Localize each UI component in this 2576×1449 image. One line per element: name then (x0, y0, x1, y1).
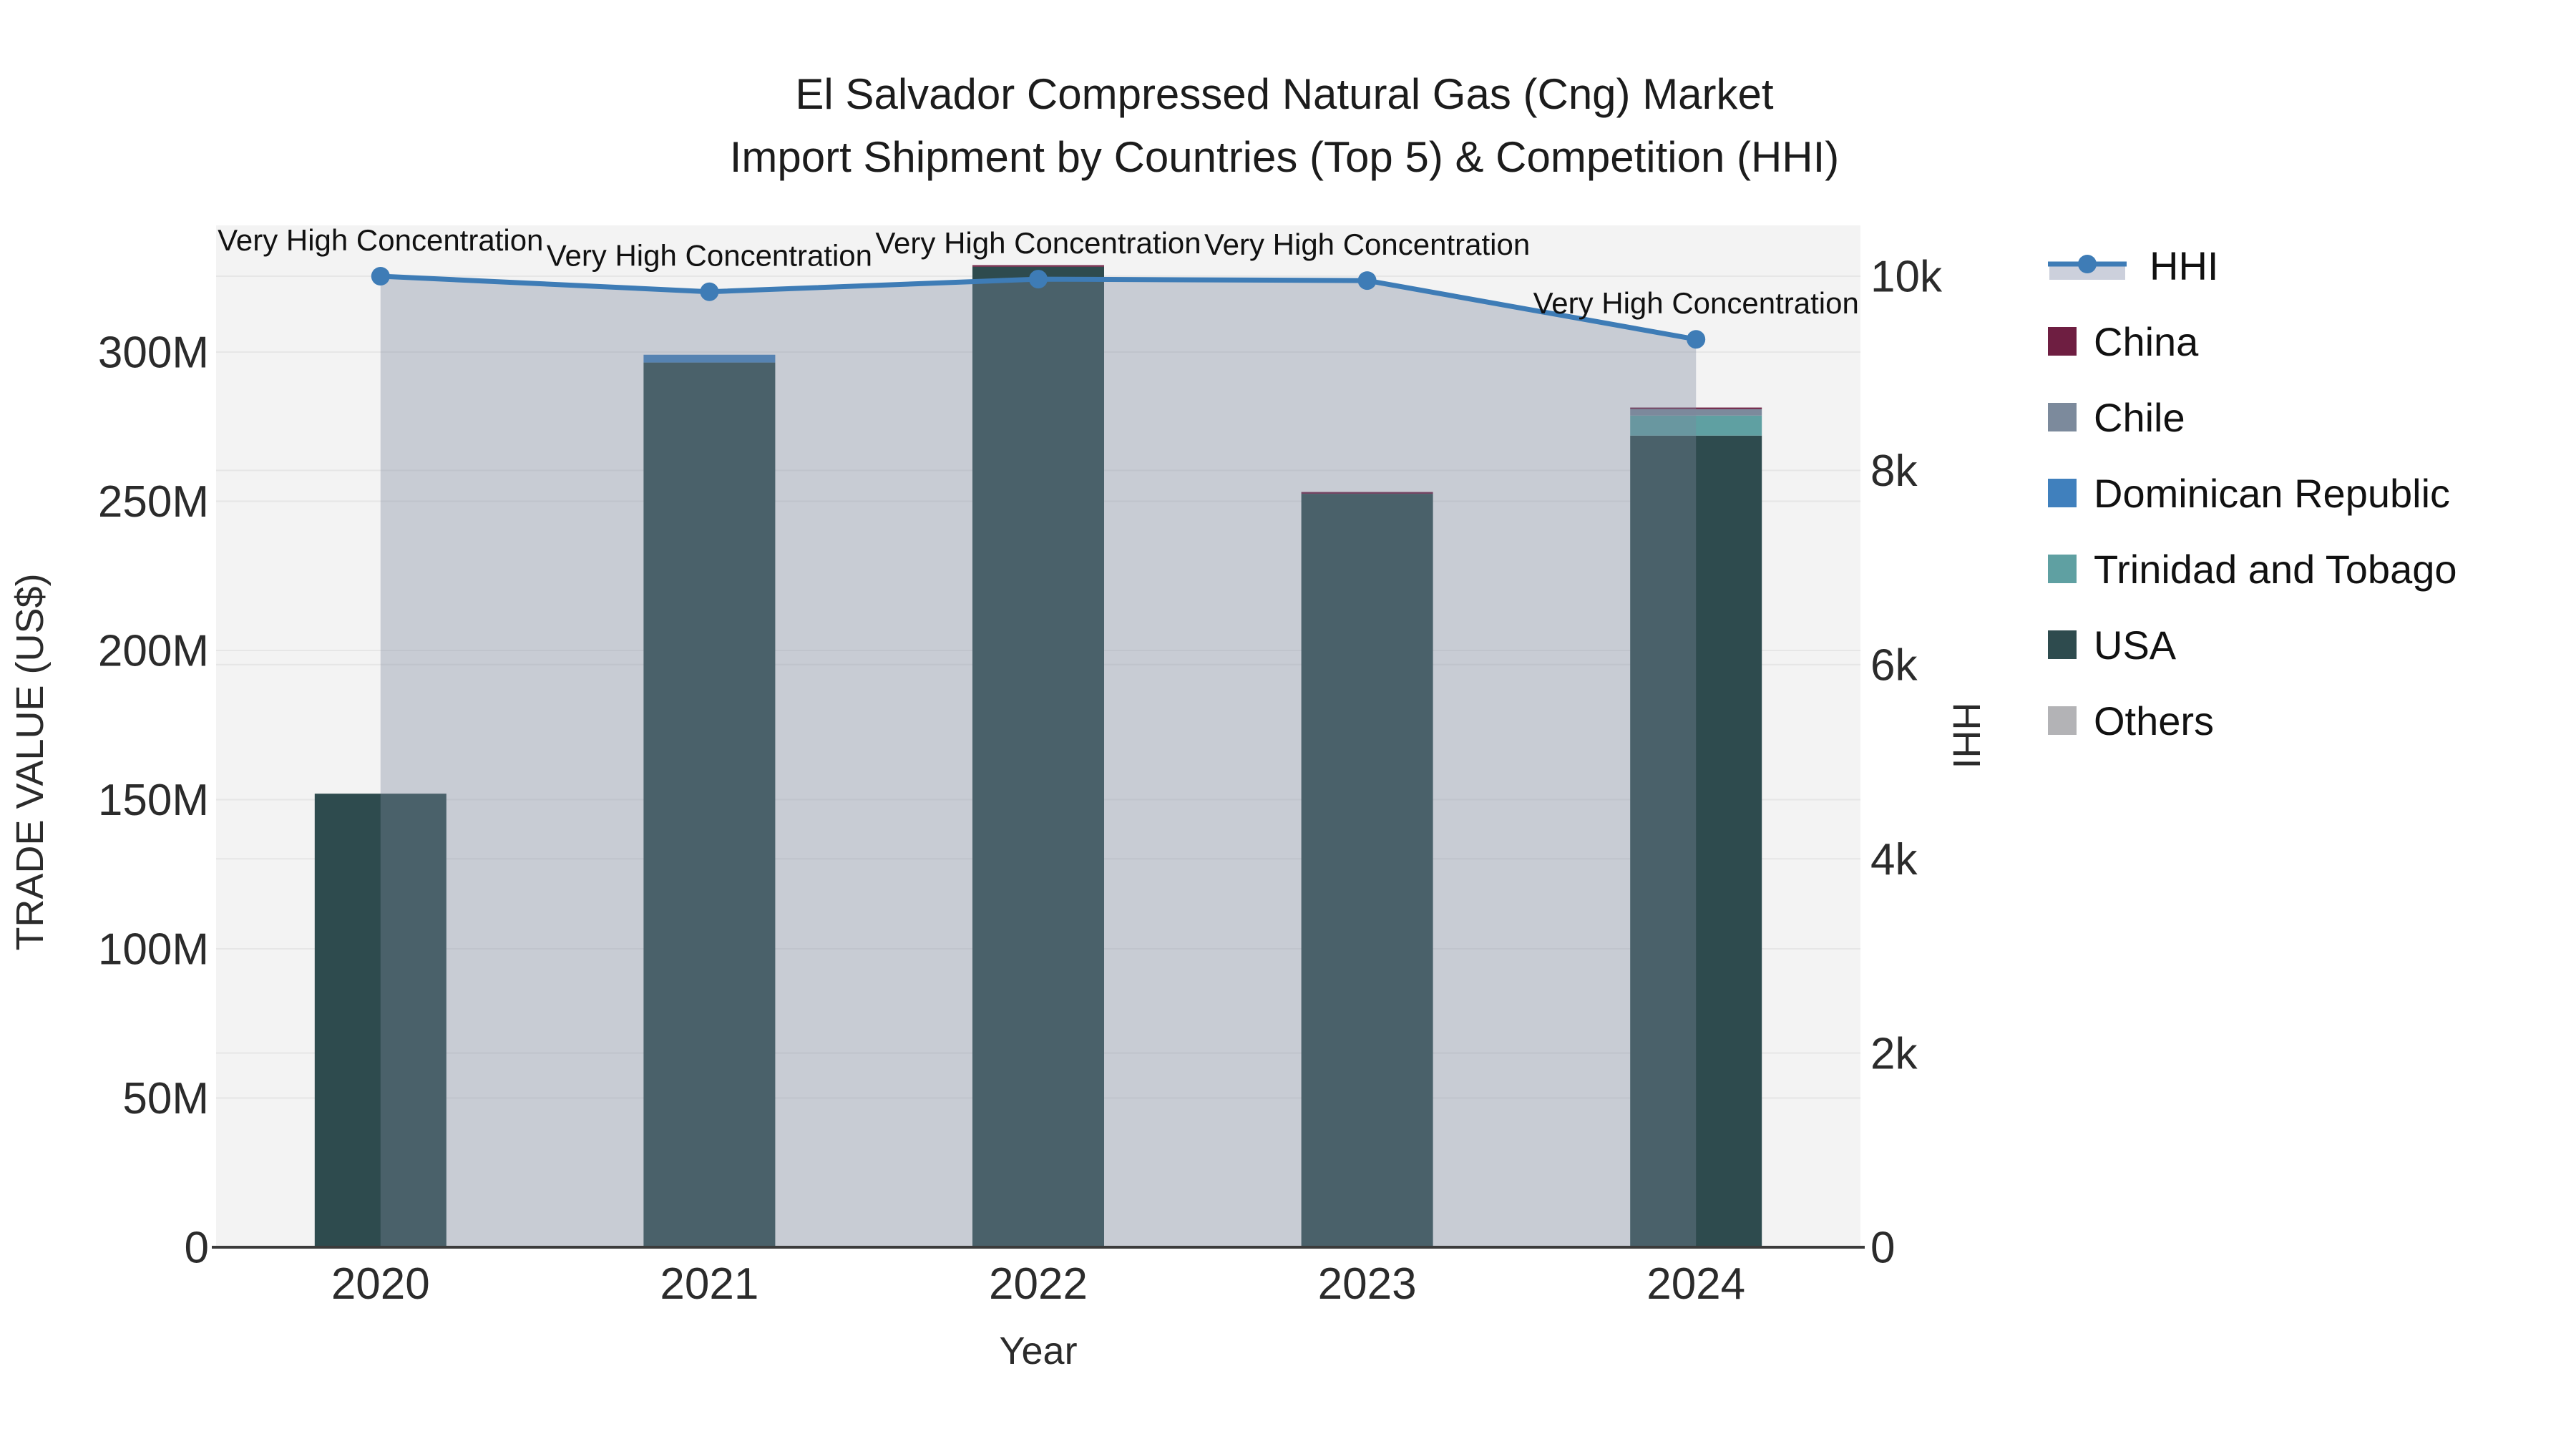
legend-label: USA (2094, 622, 2177, 668)
legend-color-swatch (2048, 403, 2077, 431)
left-axis-title: TRADE VALUE (US$) (9, 573, 52, 951)
legend-color-swatch (2048, 630, 2077, 659)
right-tick-10k: 10k (1870, 253, 1943, 302)
left-tick-200M: 200M (98, 627, 209, 676)
x-tick-2023: 2023 (1318, 1259, 1417, 1309)
bar-segment-usa (643, 362, 776, 1248)
hhi-marker-2020 (371, 267, 390, 286)
right-axis-title: HHI (1945, 702, 1988, 769)
legend-color-swatch (2048, 706, 2077, 735)
bar-segment-usa (1630, 435, 1762, 1247)
legend-item-china[interactable]: China (2048, 303, 2457, 379)
legend-item-trinidad-and-tobago[interactable]: Trinidad and Tobago (2048, 531, 2457, 607)
left-tick-0: 0 (185, 1224, 209, 1273)
left-tick-150M: 150M (98, 776, 209, 825)
legend-item-usa[interactable]: USA (2048, 607, 2457, 683)
bar-segment-usa (972, 266, 1104, 1247)
bar-segment-usa (1301, 494, 1433, 1248)
left-tick-50M: 50M (122, 1074, 209, 1123)
bar-segment-china (1301, 492, 1433, 494)
legend-item-hhi[interactable]: HHI (2048, 228, 2457, 303)
right-tick-4k: 4k (1870, 835, 1918, 884)
annotation-2022: Very High Concentration (875, 226, 1201, 260)
legend-label: Dominican Republic (2094, 470, 2451, 516)
legend-label: HHI (2150, 243, 2219, 288)
x-axis-title: Year (999, 1330, 1078, 1372)
left-tick-100M: 100M (98, 925, 209, 975)
hhi-marker-2022 (1029, 270, 1048, 289)
x-tick-2022: 2022 (989, 1259, 1088, 1309)
legend-color-swatch (2048, 555, 2077, 583)
annotation-2024: Very High Concentration (1533, 286, 1859, 320)
legend-item-chile[interactable]: Chile (2048, 379, 2457, 455)
x-tick-2024: 2024 (1646, 1259, 1745, 1309)
chart-title-line2: Import Shipment by Countries (Top 5) & C… (729, 133, 1840, 181)
hhi-line-swatch-icon (2048, 255, 2127, 280)
x-tick-2020: 2020 (331, 1259, 430, 1309)
legend-label: China (2094, 318, 2199, 364)
right-tick-8k: 8k (1870, 447, 1918, 496)
bar-segment-china (1630, 407, 1762, 409)
annotation-2020: Very High Concentration (218, 223, 543, 257)
annotation-2023: Very High Concentration (1204, 228, 1530, 261)
legend-item-others[interactable]: Others (2048, 683, 2457, 758)
chart-title-line1: El Salvador Compressed Natural Gas (Cng)… (795, 70, 1774, 118)
hhi-marker-2021 (700, 282, 719, 301)
hhi-marker-2024 (1687, 330, 1706, 349)
legend-label: Trinidad and Tobago (2094, 546, 2457, 592)
bar-segment-dominican-republic (643, 354, 776, 363)
right-tick-0: 0 (1870, 1224, 1895, 1273)
annotation-2021: Very High Concentration (547, 239, 872, 273)
legend-label: Chile (2094, 394, 2185, 440)
left-tick-250M: 250M (98, 477, 209, 527)
legend-color-swatch (2048, 327, 2077, 356)
bar-segment-chile (1630, 409, 1762, 416)
bar-segment-usa (314, 794, 447, 1247)
right-tick-2k: 2k (1870, 1029, 1918, 1078)
bar-segment-china (972, 265, 1104, 267)
legend-label: Others (2094, 698, 2215, 743)
left-tick-300M: 300M (98, 328, 209, 378)
x-tick-2021: 2021 (660, 1259, 758, 1309)
bar-segment-trinidad-and-tobago (1630, 415, 1762, 436)
legend: HHI China Chile Dominican Republic Trinidad … (2048, 228, 2457, 758)
right-tick-6k: 6k (1870, 641, 1918, 691)
hhi-area-fill (380, 276, 1697, 1247)
hhi-marker-2023 (1357, 271, 1377, 291)
chart-title: El Salvador Compressed Natural Gas (Cng)… (0, 63, 2569, 189)
legend-color-swatch (2048, 479, 2077, 507)
legend-item-dominican-republic[interactable]: Dominican Republic (2048, 455, 2457, 531)
